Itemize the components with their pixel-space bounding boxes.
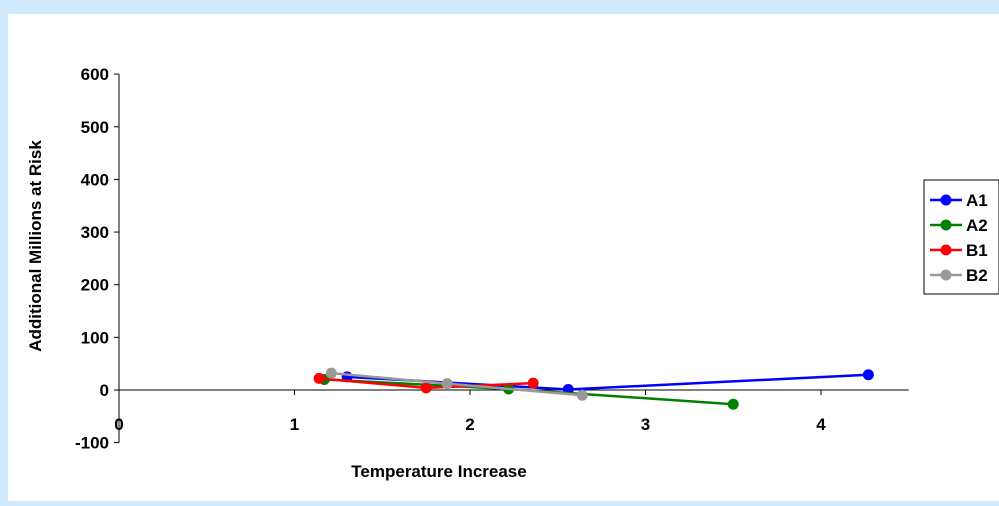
data-point: [727, 398, 739, 410]
legend-marker: [940, 269, 952, 281]
series-b1: [313, 372, 539, 394]
legend-label: B2: [966, 266, 988, 285]
data-point: [313, 372, 325, 384]
legend-label: A1: [966, 191, 988, 210]
x-tick-label: 3: [641, 415, 650, 434]
y-tick-label: 100: [81, 328, 109, 347]
legend-marker: [940, 194, 952, 206]
legend-item-b2: B2: [930, 266, 988, 285]
series-b2: [325, 367, 588, 401]
x-tick-label: 4: [816, 415, 826, 434]
y-axis-label: Additional Millions at Risk: [26, 140, 45, 352]
legend-item-a1: A1: [930, 191, 988, 210]
legend-marker: [940, 219, 952, 231]
series-line: [331, 371, 583, 397]
legend-item-a2: A2: [930, 216, 988, 235]
x-tick-label: 1: [290, 415, 299, 434]
y-tick-label: 400: [81, 170, 109, 189]
legend-marker: [940, 244, 952, 256]
data-point: [420, 382, 432, 394]
data-point: [862, 369, 874, 381]
y-tick-label: 0: [100, 381, 109, 400]
data-point: [576, 389, 588, 401]
chart: -100 0 100 200 300 400 500 600 0 1 2 3 4 Temperature…: [26, 65, 999, 481]
x-tick-label: 2: [465, 415, 474, 434]
legend-box: [923, 179, 999, 295]
data-point: [325, 367, 337, 379]
legend: A1 A2 B1 B2: [923, 179, 999, 295]
y-tick-label: 500: [81, 118, 109, 137]
legend-label: B1: [966, 241, 988, 260]
chart-frame: -100 0 100 200 300 400 500 600 0 1 2 3 4 Temperature…: [8, 14, 999, 501]
x-axis-label: Temperature Increase: [351, 462, 526, 481]
y-tick-label: 300: [81, 223, 109, 242]
y-tick-label: 600: [81, 65, 109, 84]
data-point: [527, 377, 539, 389]
axes: -100 0 100 200 300 400 500 600 0 1 2 3 4: [75, 65, 909, 453]
series-group: [313, 367, 874, 410]
legend-item-b1: B1: [930, 241, 988, 260]
y-tick-label: -100: [75, 434, 109, 453]
legend-label: A2: [966, 216, 988, 235]
data-point: [441, 378, 453, 390]
y-tick-label: 200: [81, 276, 109, 295]
x-tick-label: 0: [114, 415, 123, 434]
